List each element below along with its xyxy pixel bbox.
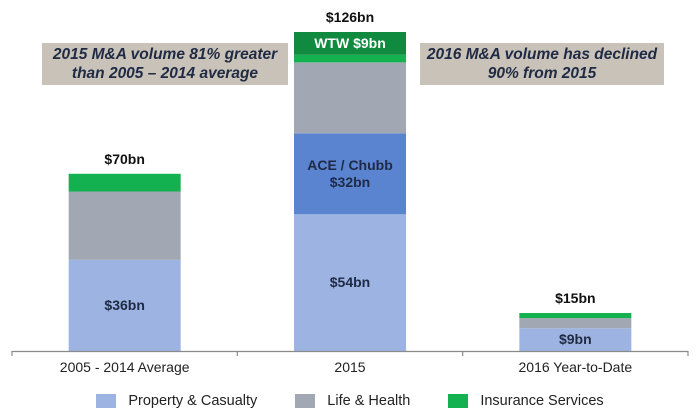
- legend-swatch: [448, 394, 469, 408]
- category-label: 2016 Year-to-Date: [519, 359, 633, 375]
- legend-item-insurance-services: Insurance Services: [448, 393, 604, 409]
- bar-segment-property-casualty: [294, 214, 406, 351]
- bar-segment-life-health: [294, 62, 406, 134]
- legend-swatch: [96, 394, 117, 408]
- bar-segment-life-health: [519, 318, 632, 329]
- segment-label: WTW $9bn: [314, 35, 386, 51]
- bar-segment-life-health: [68, 191, 181, 260]
- bar-segment-insurance-services: [68, 173, 181, 192]
- legend-label: Life & Health: [327, 393, 411, 409]
- category-label: 2015: [334, 359, 365, 375]
- legend-item-property-casualty: Property & Casualty: [96, 393, 257, 409]
- bar-segment-insurance-services: [519, 313, 632, 319]
- total-label: $70bn: [104, 151, 144, 167]
- segment-label: ACE / Chubb: [307, 157, 393, 173]
- total-label: $126bn: [326, 9, 374, 25]
- category-label: 2005 - 2014 Average: [60, 359, 190, 375]
- annotation-line: 2015 M&A volume 81% greater: [52, 46, 278, 63]
- bar-segment-property-casualty: [68, 259, 181, 351]
- legend-swatch: [295, 394, 316, 408]
- legend-label: Insurance Services: [480, 393, 604, 409]
- annotation-2015-vs-average: 2015 M&A volume 81% greater than 2005 – 2…: [42, 43, 288, 85]
- bar-segment-wtw: [294, 32, 406, 55]
- stacked-bar-chart: $70bn 2005 - 2014 Average $126bn 2015 $15bn 2…: [11, 9, 689, 375]
- legend: Property & Casualty Life & Health Insura…: [0, 393, 700, 409]
- segment-label: $9bn: [559, 331, 592, 347]
- total-label: $15bn: [555, 290, 595, 306]
- bar-segment-property-casualty: [519, 328, 632, 351]
- segment-label: $54bn: [330, 274, 370, 290]
- bar-segment-insurance-services: [294, 54, 406, 63]
- legend-item-life-health: Life & Health: [295, 393, 410, 409]
- annotation-line: 2016 M&A volume has declined: [426, 46, 658, 63]
- segment-label: $32bn: [330, 174, 370, 190]
- annotation-line: than 2005 – 2014 average: [71, 65, 259, 82]
- bar-segment-ace-chubb: [294, 133, 406, 215]
- segment-label: $36bn: [104, 297, 144, 313]
- annotation-2016-decline: 2016 M&A volume has declined 90% from 201…: [420, 43, 664, 85]
- annotation-line: 90% from 2015: [487, 65, 597, 82]
- legend-label: Property & Casualty: [128, 393, 258, 409]
